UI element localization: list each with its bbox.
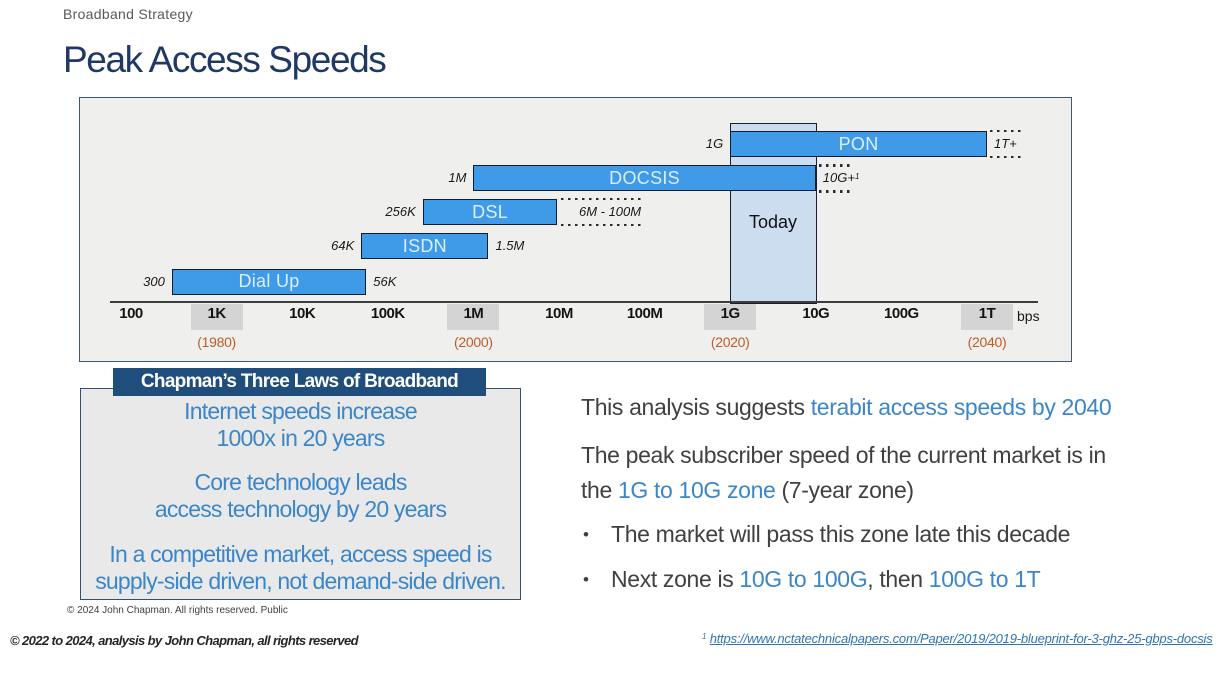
axis-unit-label: bps [1017, 308, 1040, 324]
dotted-bottom-line [818, 190, 850, 193]
bar-label: PON [838, 133, 879, 154]
analysis-bullet-2: • Next zone is 10G to 100G, then 100G to… [581, 562, 1191, 597]
tick-label-100K: 100K [370, 305, 405, 322]
chapman-laws-title-text: Chapman’s Three Laws of Broadband [140, 371, 459, 392]
footnote-link-line: 1 https://www.nctatechnicalpapers.com/Pa… [702, 631, 1213, 646]
dotted-top-line [990, 130, 1021, 133]
analysis-bullet-2-text: Next zone is 10G to 100G, then 100G to 1… [611, 566, 1041, 592]
range-end-label: 56K [373, 273, 397, 289]
tick-label-10M: 10M [545, 305, 573, 322]
page-title: Peak Access Speeds [63, 39, 387, 80]
bar-pon: PON [730, 131, 987, 158]
bullet-icon: • [583, 525, 589, 544]
tick-label-10K: 10K [289, 305, 316, 322]
bar-docsis: DOCSIS [473, 165, 816, 192]
bar-label: Dial Up [238, 271, 300, 292]
analysis-paragraph-2-line-1: The peak subscriber speed of the current… [581, 442, 1106, 468]
tick-label-100: 100 [119, 305, 143, 322]
footnote-marker: 1 [702, 632, 707, 642]
bar-dial-up: Dial Up [171, 268, 367, 295]
range-start-label: 1M [448, 170, 467, 186]
tick-highlight-1M [447, 304, 500, 330]
analysis-bullet-1-text: The market will pass this zone late this… [611, 521, 1071, 547]
tick-label-1G: 1G [720, 305, 741, 322]
bar-label: DSL [472, 201, 509, 222]
dotted-top-line [560, 198, 645, 201]
chapman-copyright: © 2024 John Chapman. All rights reserved… [67, 604, 288, 616]
tick-label-1K: 1K [207, 305, 227, 322]
range-start-label: 64K [331, 238, 355, 254]
bar-label: DOCSIS [609, 167, 680, 188]
range-extension-label: 6M - 100M [578, 204, 642, 219]
bar-label: ISDN [402, 235, 447, 256]
law-1: Internet speeds increase 1000x in 20 yea… [81, 398, 520, 452]
law-2-line-2: access technology by 20 years [154, 496, 447, 522]
tick-label-1M: 1M [463, 305, 484, 322]
tick-label-1T: 1T [978, 305, 996, 322]
analysis-paragraph-1: This analysis suggests terabit access sp… [581, 394, 1112, 420]
year-label-1K: (1980) [197, 333, 236, 350]
year-label-1T: (2040) [967, 333, 1007, 350]
law-3: In a competitive market, access speed is… [81, 541, 520, 595]
law-2: Core technology leads access technology … [81, 469, 520, 523]
analysis-paragraph-2-line-2: the 1G to 10G zone (7-year zone) [581, 477, 914, 503]
tick-highlight-1T [961, 304, 1013, 330]
analysis-bullet-1: • The market will pass this zone late th… [581, 517, 1191, 552]
dotted-top-line [818, 164, 850, 167]
tick-label-10G: 10G [802, 305, 830, 322]
bar-dsl: DSL [422, 199, 558, 225]
law-1-line-2: 1000x in 20 years [216, 425, 386, 451]
chapman-laws-title: Chapman’s Three Laws of Broadband [113, 368, 486, 396]
year-label-1G: (2020) [710, 333, 750, 350]
range-extension-label: 1T+ [994, 136, 1017, 152]
chapman-laws-box [80, 388, 521, 600]
dotted-bottom-line [990, 156, 1021, 159]
bullet-icon: • [583, 570, 589, 589]
law-3-line-2: supply-side driven, not demand-side driv… [95, 568, 506, 594]
range-start-label: 256K [385, 204, 416, 219]
tick-highlight-1K [190, 304, 243, 330]
tick-label-100G: 100G [884, 305, 919, 322]
footnote-ref: 1 [854, 171, 860, 181]
law-1-line-1: Internet speeds increase [184, 398, 417, 424]
range-extension-label: 10G+1 [822, 170, 860, 186]
today-zone-label: Today [748, 212, 797, 232]
law-2-line-1: Core technology leads [194, 469, 407, 495]
footnote-link[interactable]: https://www.nctatechnicalpapers.com/Pape… [709, 631, 1213, 646]
bar-isdn: ISDN [361, 233, 489, 260]
footer-copyright: © 2022 to 2024, analysis by John Chapman… [10, 633, 359, 648]
range-end-label: 1.5M [495, 238, 525, 254]
tick-highlight-1G [704, 304, 757, 330]
tick-label-100M: 100M [626, 305, 663, 322]
year-label-1M: (2000) [454, 333, 493, 350]
range-start-label: 1G [705, 136, 724, 152]
eyebrow-label: Broadband Strategy [63, 6, 193, 22]
range-start-label: 300 [143, 273, 165, 289]
law-3-line-1: In a competitive market, access speed is [109, 541, 492, 567]
dotted-bottom-line [560, 224, 645, 227]
analysis-paragraph-2: The peak subscriber speed of the current… [581, 438, 1161, 508]
x-axis-line [110, 301, 1038, 303]
